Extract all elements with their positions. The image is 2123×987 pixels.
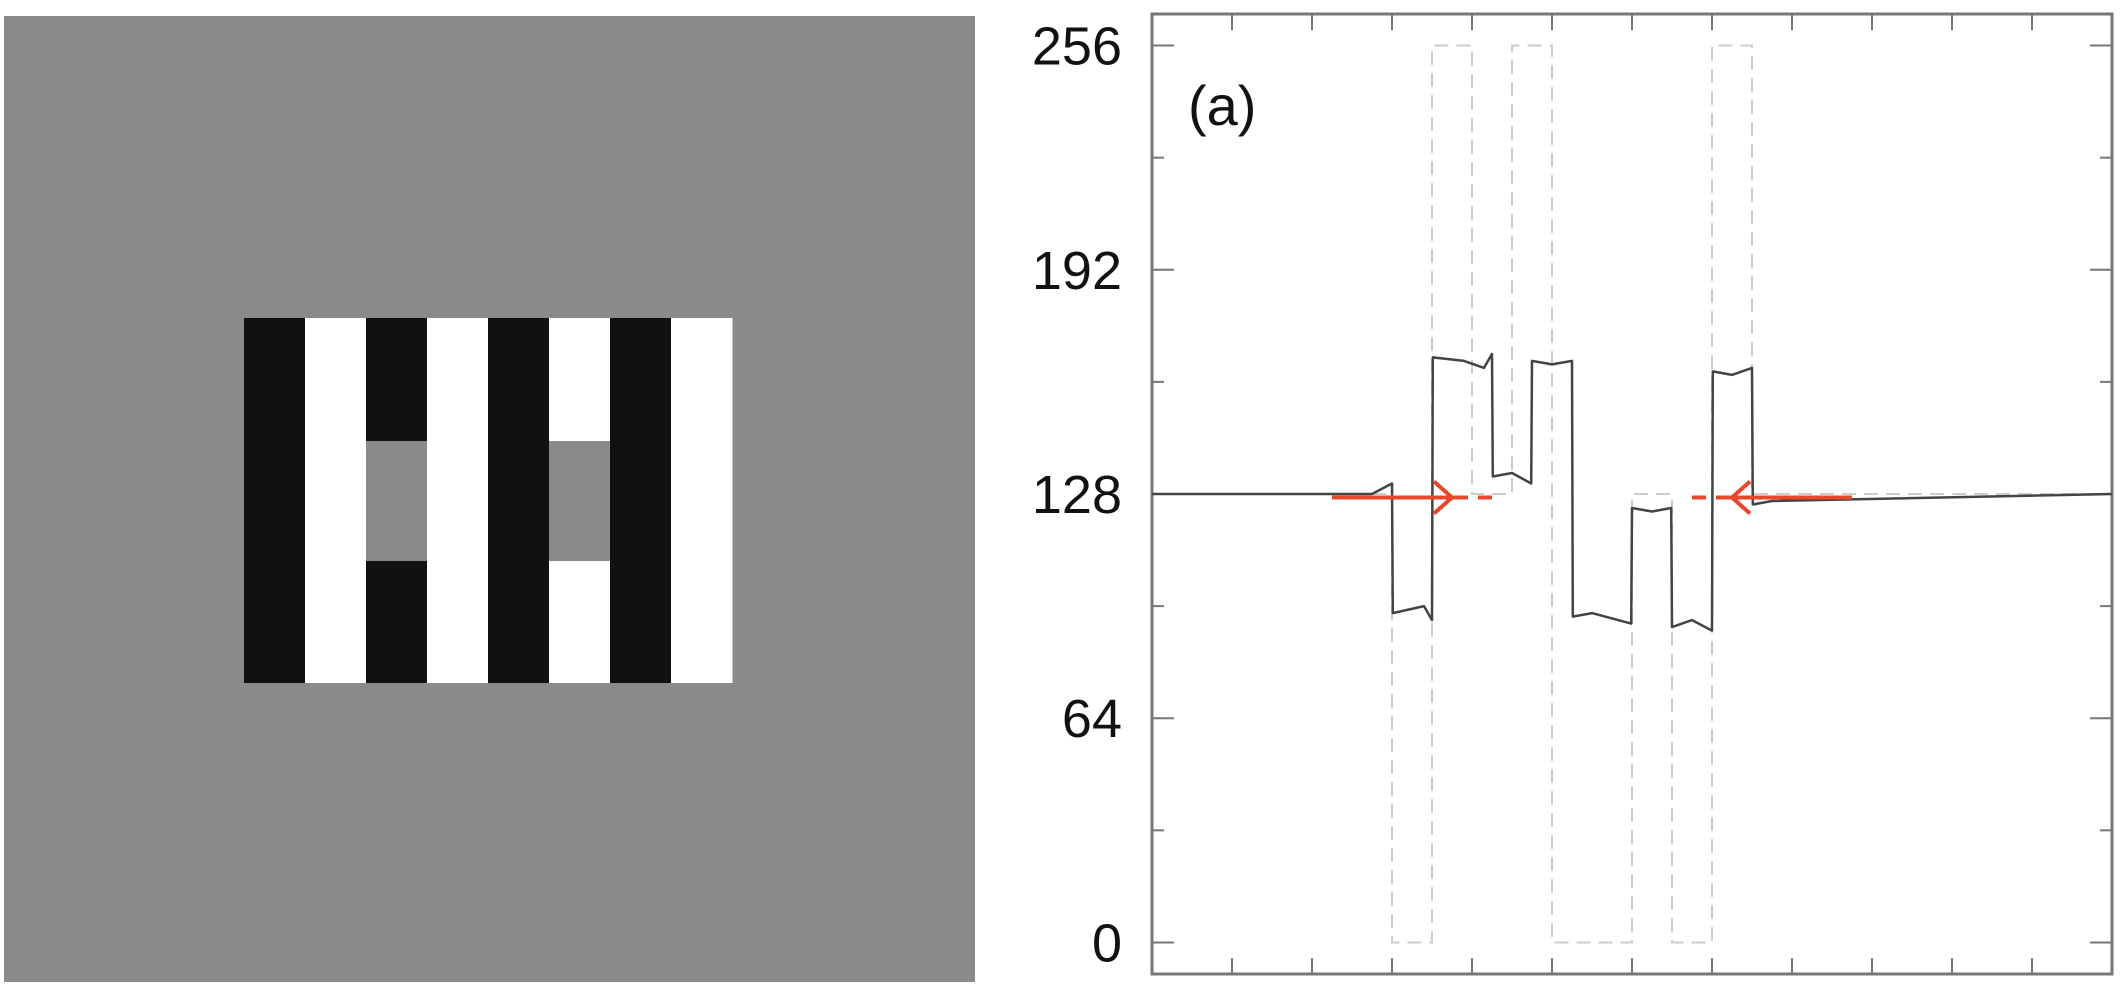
- stimulus-bar-dark: [244, 318, 306, 683]
- input-luminance-line: [1152, 44, 2112, 944]
- arrow-head: [1728, 480, 1752, 515]
- y-tick-label: 192: [1032, 241, 1122, 301]
- gray-test-patch: [549, 441, 611, 561]
- arrow-head: [1432, 480, 1456, 515]
- stimulus-bar-light: [305, 318, 367, 683]
- gray-test-patch: [366, 441, 428, 561]
- stimulus-image: [4, 16, 975, 982]
- response-line: [1152, 352, 2113, 632]
- y-tick-label: 64: [1062, 689, 1122, 749]
- stimulus-bar-light: [671, 318, 733, 683]
- panel-label: (a): [1188, 74, 1256, 137]
- y-tick-label: 0: [1092, 913, 1122, 973]
- stimulus-bar-dark: [610, 318, 672, 683]
- y-tick-label: 256: [1032, 17, 1122, 77]
- y-tick-label: 128: [1032, 465, 1122, 525]
- stimulus-bar-light: [427, 318, 489, 683]
- stimulus-bar-dark: [488, 318, 550, 683]
